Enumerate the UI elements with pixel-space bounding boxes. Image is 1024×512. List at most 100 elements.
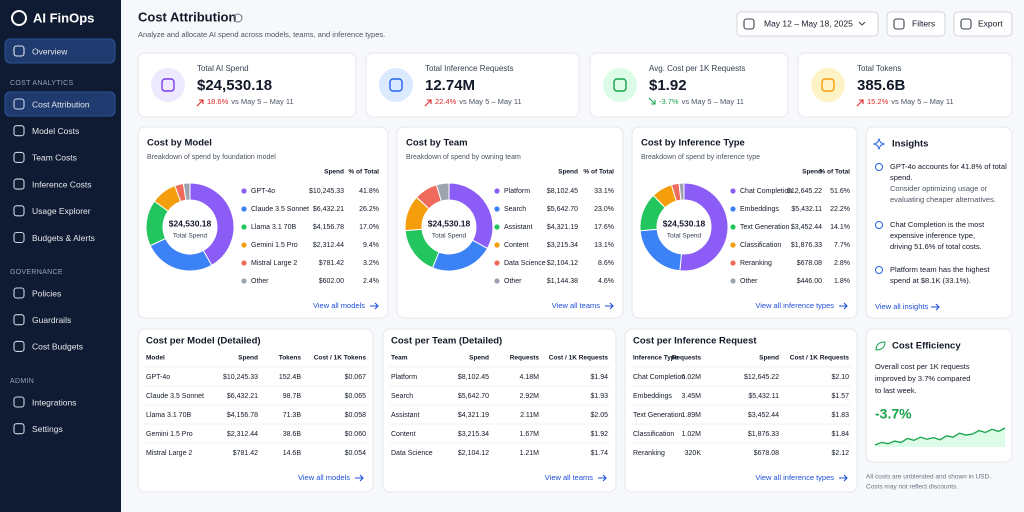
insights-title: Insights xyxy=(892,139,928,150)
nav-item[interactable]: Integrations xyxy=(32,397,76,407)
insight-text: GPT-4o accounts for 41.8% of total xyxy=(890,162,1007,171)
donut-segment xyxy=(679,182,729,272)
table-cell: 6.02M xyxy=(682,374,702,381)
legend-dot xyxy=(241,278,247,284)
arrow-icon xyxy=(931,303,940,311)
legend-label: Classification xyxy=(740,242,781,249)
legend-label: Reranking xyxy=(740,260,772,267)
table-cell: $1,876.33 xyxy=(748,431,779,438)
kpi-comparison: vs May 5 – May 11 xyxy=(682,97,744,106)
table-cell: $5,432.11 xyxy=(748,393,779,400)
nav-item[interactable]: Settings xyxy=(32,424,63,434)
kpi-icon xyxy=(389,78,403,92)
legend-spend: $12,645.22 xyxy=(787,188,822,195)
table-cell: 98.7B xyxy=(283,393,302,400)
insight-icon xyxy=(875,221,883,229)
legend-dot xyxy=(730,224,736,230)
icon xyxy=(13,205,25,217)
kpi-value: 385.6B xyxy=(857,77,906,94)
legend-label: GPT-4o xyxy=(251,188,275,195)
legend-dot xyxy=(241,188,247,194)
column-header: Tokens xyxy=(279,355,302,362)
legend-dot xyxy=(494,224,500,230)
button-label[interactable]: May 12 – May 18, 2025 xyxy=(764,18,853,28)
table-cell: Text Generation xyxy=(633,412,683,419)
arrow-icon xyxy=(598,474,607,482)
table-cell: Assistant xyxy=(391,412,419,419)
link[interactable]: View all inference types xyxy=(755,473,834,482)
legend-percent: 17.0% xyxy=(359,224,379,231)
table-cell: Platform xyxy=(391,374,417,381)
chart-title: Cost by Inference Type xyxy=(641,138,745,149)
legend-percent: 23.0% xyxy=(594,206,614,213)
table-cell: $1.94 xyxy=(590,374,608,381)
table-cell: $0.067 xyxy=(345,374,367,381)
table-cell: Search xyxy=(391,393,413,400)
legend-dot xyxy=(241,242,247,248)
nav-item[interactable]: Overview xyxy=(32,46,68,56)
column-header: Spend xyxy=(759,355,779,362)
button[interactable] xyxy=(953,11,1013,37)
kpi-label: Avg. Cost per 1K Requests xyxy=(649,64,745,73)
legend-percent: 2.4% xyxy=(363,278,379,285)
kpi-change: -3.7% xyxy=(659,97,679,106)
table-cell: $0.060 xyxy=(345,431,367,438)
brand: AI FinOps xyxy=(33,10,94,25)
table-card xyxy=(382,328,617,493)
legend-percent: 41.8% xyxy=(359,188,379,195)
table-cell: $1.84 xyxy=(831,431,849,438)
icon xyxy=(13,396,25,408)
nav-item[interactable]: Guardrails xyxy=(32,315,71,325)
nav-item[interactable]: Team Costs xyxy=(32,153,77,163)
insight-text: expensive inference type, xyxy=(890,231,975,240)
table-cell: 1.21M xyxy=(520,450,540,457)
nav-item[interactable]: Policies xyxy=(32,288,61,298)
column-header: Spend xyxy=(802,169,822,176)
link[interactable]: View all teams xyxy=(552,301,600,310)
column-header: Cost / 1K Requests xyxy=(549,355,609,362)
kpi-icon xyxy=(613,78,627,92)
table-cell: $1.83 xyxy=(831,412,849,419)
link[interactable]: View all inference types xyxy=(755,301,834,310)
legend-percent: 3.2% xyxy=(363,260,379,267)
chevron xyxy=(858,21,866,26)
button-label[interactable]: Export xyxy=(978,18,1003,28)
column-header: Spend xyxy=(238,355,258,362)
icon xyxy=(13,151,25,163)
insight-text: driving 51.6% of total costs. xyxy=(890,242,982,251)
legend-dot xyxy=(494,188,500,194)
button-label[interactable]: Filters xyxy=(912,18,935,28)
link[interactable]: View all insights xyxy=(875,302,928,311)
table-title: Cost per Model (Detailed) xyxy=(146,336,261,347)
table-cell: $1.57 xyxy=(831,393,849,400)
nav-item[interactable]: Cost Budgets xyxy=(32,342,83,352)
legend-label: Gemini 1.5 Pro xyxy=(251,242,298,249)
insight-icon xyxy=(875,266,883,274)
column-header: Team xyxy=(391,355,408,362)
nav-item[interactable]: Model Costs xyxy=(32,126,79,136)
icon xyxy=(13,231,25,244)
nav-item[interactable]: Inference Costs xyxy=(32,179,92,189)
legend-spend: $10,245.33 xyxy=(309,188,344,195)
legend-label: Search xyxy=(504,206,526,213)
column-header: % of Total xyxy=(348,169,379,176)
legend-spend: $5,432.11 xyxy=(791,206,822,213)
table-cell: $1.74 xyxy=(590,450,608,457)
nav-item[interactable]: Usage Explorer xyxy=(32,206,91,216)
button[interactable] xyxy=(736,11,879,37)
link[interactable]: View all models xyxy=(298,473,350,482)
legend-dot xyxy=(241,206,247,212)
icon xyxy=(13,340,25,352)
nav-item[interactable]: Budgets & Alerts xyxy=(32,233,95,243)
legend-percent: 33.1% xyxy=(594,188,614,195)
link[interactable]: View all teams xyxy=(545,473,593,482)
nav-item[interactable]: Cost Attribution xyxy=(32,99,90,109)
button[interactable] xyxy=(886,11,946,37)
legend-label: Llama 3.1 70B xyxy=(251,224,296,231)
kpi-label: Total AI Spend xyxy=(197,64,249,73)
legend-percent: 17.6% xyxy=(594,224,614,231)
icon xyxy=(13,423,25,435)
table-cell: $678.08 xyxy=(754,450,779,457)
link[interactable]: View all models xyxy=(313,301,365,310)
legend-label: Other xyxy=(740,278,758,285)
